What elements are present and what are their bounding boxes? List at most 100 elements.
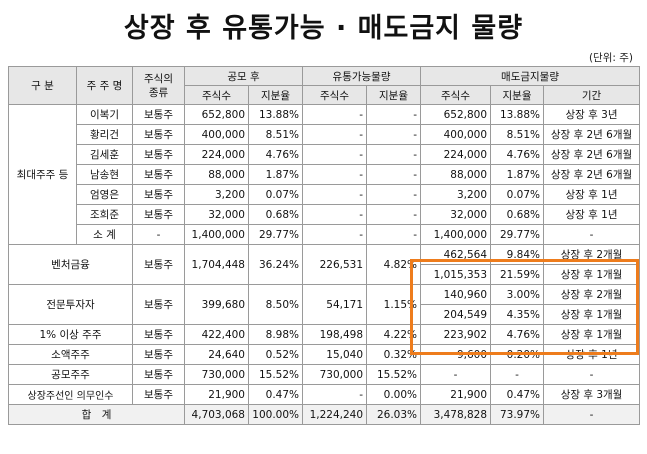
lock-period: 상장 후 1개월 — [543, 264, 641, 285]
public-ratio: 0.47% — [247, 384, 304, 405]
stock-type: 보통주 — [132, 364, 185, 385]
public-shares: 32,000 — [184, 204, 249, 225]
header-ratio: 지분율 — [490, 85, 545, 105]
tradable-shares: 15,040 — [302, 344, 368, 365]
header-tradable: 유통가능물량 — [302, 66, 422, 86]
stock-type: 보통주 — [132, 384, 185, 405]
table-row: 1% 이상 주주 보통주 422,400 8.98% 198,498 4.22%… — [8, 324, 641, 345]
lock-shares: 400,000 — [420, 124, 492, 145]
header-ratio: 지분율 — [366, 85, 422, 105]
lock-shares: 462,564 — [420, 244, 492, 265]
tradable-ratio: 1.15% — [366, 284, 422, 325]
tradable-shares: - — [302, 164, 368, 185]
public-shares: 1,400,000 — [184, 224, 249, 245]
stock-type: 보통주 — [132, 104, 185, 125]
stock-type: 보통주 — [132, 124, 185, 145]
table-row: 황리건 보통주 400,000 8.51% - - 400,000 8.51% … — [9, 124, 641, 145]
lock-shares: 1,015,353 — [420, 264, 492, 285]
tradable-shares: 198,498 — [302, 324, 368, 345]
public-ratio: 100.00% — [247, 404, 304, 425]
header-shares: 주식수 — [420, 85, 492, 105]
stock-type: 보통주 — [132, 324, 185, 345]
lock-shares: 32,000 — [420, 204, 492, 225]
lock-ratio: 9.84% — [490, 244, 545, 265]
public-shares: 422,400 — [184, 324, 249, 345]
shareholder-name: 김세훈 — [76, 144, 133, 165]
public-ratio: 0.52% — [247, 344, 304, 365]
lock-ratio: 0.47% — [490, 384, 545, 405]
tradable-ratio: 0.00% — [366, 384, 422, 405]
tradable-ratio: - — [366, 104, 422, 125]
tradable-ratio: - — [366, 164, 422, 185]
public-ratio: 8.50% — [247, 284, 304, 325]
tradable-ratio: 15.52% — [366, 364, 422, 385]
lock-period: 상장 후 1년 — [543, 204, 641, 225]
lock-ratio: 4.76% — [490, 144, 545, 165]
table-row: 남송현 보통주 88,000 1.87% - - 88,000 1.87% 상장… — [9, 164, 641, 185]
lock-shares: 3,200 — [420, 184, 492, 205]
tradable-shares: 1,224,240 — [302, 404, 368, 425]
table-row: 벤처금융 보통주 1,704,448 36.24% 226,531 4.82% … — [8, 244, 641, 285]
lock-shares: 224,000 — [420, 144, 492, 165]
lock-ratio: 8.51% — [490, 124, 545, 145]
lock-ratio: 3.00% — [490, 284, 545, 305]
lock-ratio: 0.68% — [490, 204, 545, 225]
tradable-ratio: 4.82% — [366, 244, 422, 285]
tradable-ratio: - — [366, 224, 422, 245]
lock-shares: 3,478,828 — [420, 404, 492, 425]
header-ratio: 지분율 — [247, 85, 304, 105]
tradable-shares: - — [302, 144, 368, 165]
public-ratio: 15.52% — [247, 364, 304, 385]
tradable-shares: - — [302, 124, 368, 145]
tradable-ratio: - — [366, 184, 422, 205]
shareholder-name: 이복기 — [76, 104, 133, 125]
page-title: 상장 후 유통가능 · 매도금지 물량 — [123, 13, 524, 44]
unit-label: (단위: 주) — [588, 52, 633, 64]
stock-type: 보통주 — [132, 184, 185, 205]
lock-shares: 204,549 — [420, 304, 492, 325]
lock-ratio: 1.87% — [490, 164, 545, 185]
public-shares: 399,680 — [184, 284, 249, 325]
group-over1pct: 1% 이상 주주 — [8, 324, 133, 345]
lock-period: 상장 후 3년 — [543, 104, 641, 125]
tradable-shares: - — [302, 104, 368, 125]
header-stock-type: 주식의 종류 — [132, 66, 185, 105]
table-row: 상장주선인 의무인수 보통주 21,900 0.47% - 0.00% 21,9… — [8, 384, 641, 405]
lock-period: 상장 후 2년 6개월 — [543, 144, 641, 165]
lock-shares: 9,600 — [420, 344, 492, 365]
public-ratio: 0.68% — [247, 204, 304, 225]
table-row: 엄영은 보통주 3,200 0.07% - - 3,200 0.07% 상장 후… — [9, 184, 641, 205]
lock-period: 상장 후 1개월 — [543, 324, 641, 345]
tradable-ratio: 0.32% — [366, 344, 422, 365]
lock-period: 상장 후 1년 — [543, 344, 641, 365]
public-ratio: 13.88% — [247, 104, 304, 125]
public-shares: 4,703,068 — [184, 404, 249, 425]
tradable-ratio: - — [366, 144, 422, 165]
public-shares: 3,200 — [184, 184, 249, 205]
lock-shares: 140,960 — [420, 284, 492, 305]
table-row: 204,549 4.35% 상장 후 1개월 — [9, 304, 641, 325]
stock-type: 보통주 — [132, 344, 185, 365]
group-major: 최대주주 등 — [8, 104, 77, 245]
stock-type: 보통주 — [132, 164, 185, 185]
shareholder-name: 남송현 — [76, 164, 133, 185]
public-ratio: 0.07% — [247, 184, 304, 205]
public-ratio: 1.87% — [247, 164, 304, 185]
public-shares: 224,000 — [184, 144, 249, 165]
lock-ratio: 0.07% — [490, 184, 545, 205]
tradable-shares: 730,000 — [302, 364, 368, 385]
tradable-ratio: - — [366, 204, 422, 225]
group-total: 합 계 — [8, 404, 185, 425]
lock-shares: 21,900 — [420, 384, 492, 405]
lock-ratio: 73.97% — [490, 404, 545, 425]
public-shares: 88,000 — [184, 164, 249, 185]
stock-type: 보통주 — [132, 204, 185, 225]
table-row: 소액주주 보통주 24,640 0.52% 15,040 0.32% 9,600… — [8, 344, 641, 365]
table-row: 전문투자자 보통주 399,680 8.50% 54,171 1.15% 140… — [8, 284, 641, 325]
header-period: 기간 — [543, 85, 641, 105]
public-shares: 1,704,448 — [184, 244, 249, 285]
lockup-table: 구 분 주 주 명 주식의 종류 공모 후 유통가능물량 매도금지물량 주식수 … — [8, 66, 641, 425]
stock-type: - — [132, 224, 185, 245]
tradable-ratio: 26.03% — [366, 404, 422, 425]
tradable-shares: 226,531 — [302, 244, 368, 285]
